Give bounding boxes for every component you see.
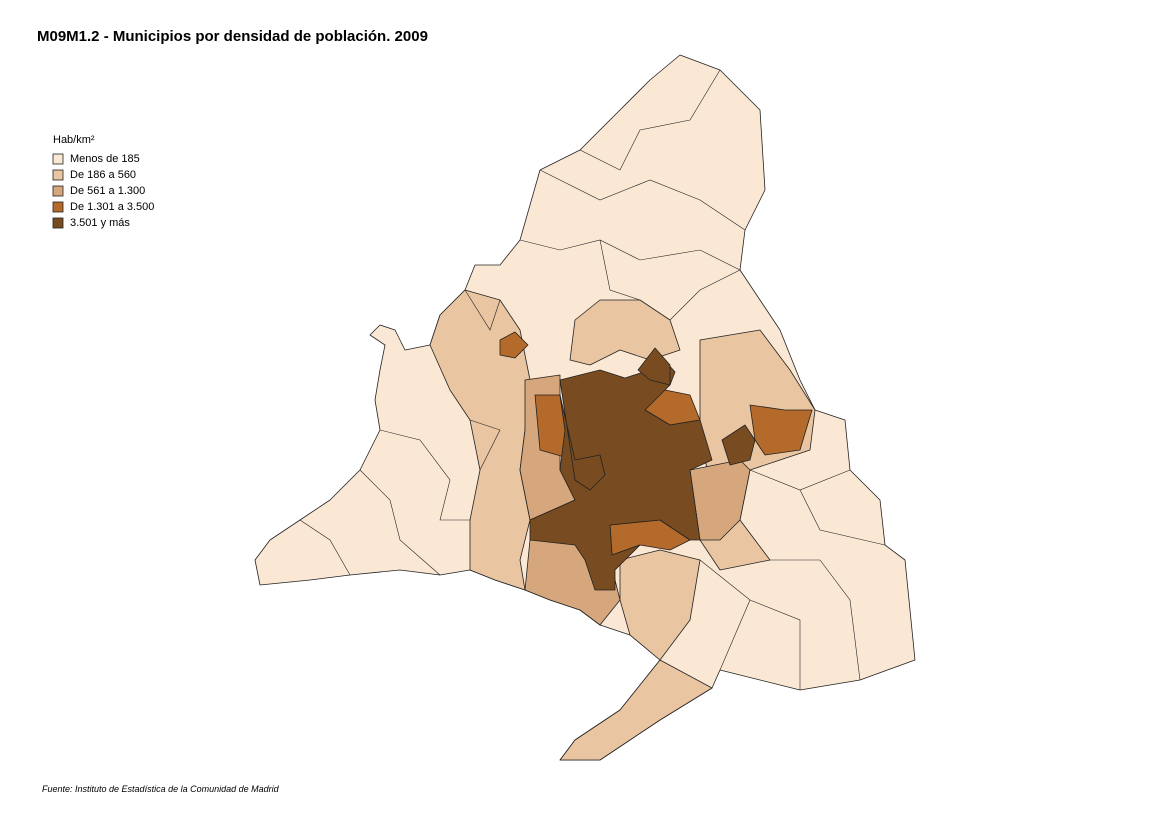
legend-swatch <box>52 169 64 181</box>
region <box>721 424 756 466</box>
legend-label: 3.501 y más <box>70 217 130 229</box>
municipal-border <box>599 239 641 301</box>
municipal-border <box>669 269 741 321</box>
legend-swatch <box>52 217 64 229</box>
legend-label: De 1.301 a 3.500 <box>70 201 154 213</box>
municipal-border <box>579 69 721 171</box>
municipal-border <box>770 559 861 681</box>
municipal-border <box>379 429 470 521</box>
legend-label: De 561 a 1.300 <box>70 185 145 197</box>
region <box>569 299 681 366</box>
map <box>254 54 916 761</box>
municipal-border <box>469 419 501 471</box>
region <box>529 354 713 591</box>
municipal-border <box>299 519 351 576</box>
legend-swatch <box>52 201 64 213</box>
legend-title: Hab/km² <box>53 134 95 146</box>
municipal-border <box>539 169 746 231</box>
municipal-border <box>719 599 751 671</box>
region <box>559 549 713 761</box>
municipal-border <box>359 469 441 576</box>
region <box>499 331 529 359</box>
legend-swatch <box>52 153 64 165</box>
municipal-border <box>464 289 501 331</box>
municipal-border <box>699 559 801 690</box>
source-note: Fuente: Instituto de Estadística de la C… <box>42 784 280 794</box>
municipal-border <box>799 489 886 546</box>
municipal-border <box>519 239 741 271</box>
legend: Hab/km² Menos de 185 De 186 a 560 De 561 a… <box>52 134 154 229</box>
legend-swatch <box>52 185 64 197</box>
map-title: M09M1.2 - Municipios por densidad de pob… <box>37 28 428 45</box>
legend-label: De 186 a 560 <box>70 169 136 181</box>
region <box>637 347 671 386</box>
region <box>429 289 531 591</box>
legend-label: Menos de 185 <box>70 153 140 165</box>
